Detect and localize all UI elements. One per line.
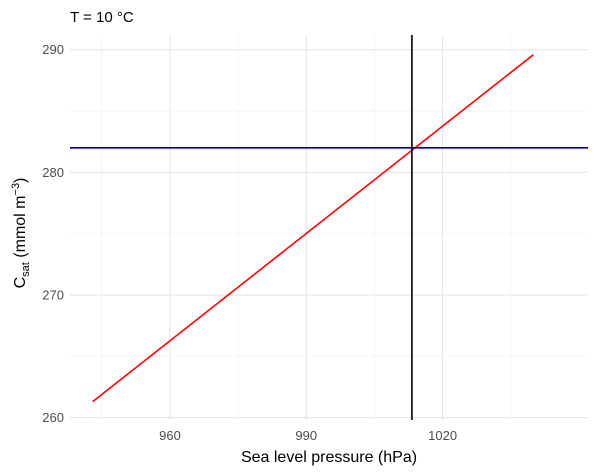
series-line-0 <box>92 53 534 403</box>
y-axis-label-unit: (mmol m <box>12 195 29 262</box>
x-tick-label: 990 <box>295 428 317 443</box>
y-axis-label-main: C <box>12 277 29 289</box>
y-axis-ticks: 260 270 280 290 <box>42 42 64 425</box>
y-axis-label-subscript: sat <box>20 262 32 277</box>
y-axis-label: Csat (mmol m−3) <box>10 178 32 289</box>
plot-area <box>70 35 588 420</box>
y-axis-label-superscript: −3 <box>10 183 22 196</box>
x-axis-ticks: 960 990 1020 <box>159 428 457 443</box>
y-tick-label: 280 <box>42 165 64 180</box>
y-tick-label: 270 <box>42 287 64 302</box>
grid <box>70 35 588 420</box>
x-tick-label: 1020 <box>428 428 457 443</box>
y-axis-label-unit-close: ) <box>12 178 29 183</box>
chart-title: T = 10 °C <box>70 9 134 26</box>
x-axis-label: Sea level pressure (hPa) <box>241 449 417 466</box>
x-tick-label: 960 <box>159 428 181 443</box>
y-tick-label: 260 <box>42 410 64 425</box>
y-tick-label: 290 <box>42 42 64 57</box>
